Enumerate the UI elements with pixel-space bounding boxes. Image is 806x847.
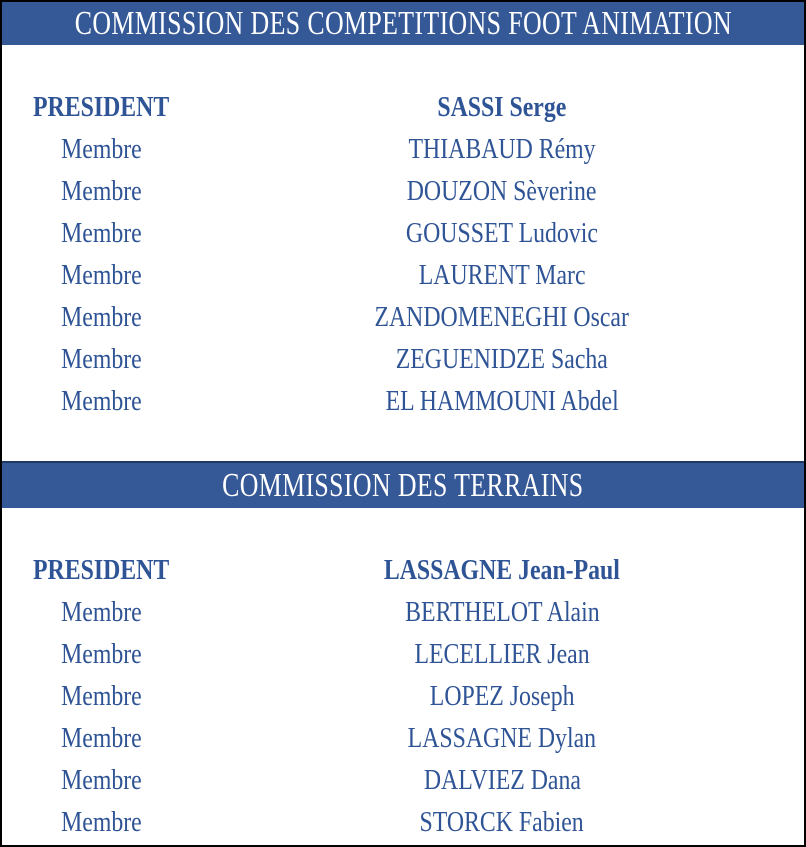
- member-row: Membre THIABAUD Rémy: [2, 129, 804, 171]
- spacer: [2, 45, 804, 87]
- member-name: LASSAGNE Dylan: [407, 723, 597, 754]
- member-name: BERTHELOT Alain: [404, 597, 600, 628]
- role-cell: Membre: [2, 176, 200, 208]
- commission-terrains-member-list: PRESIDENT LASSAGNE Jean-Paul Membre BERT…: [2, 550, 804, 844]
- role-label: Membre: [60, 765, 142, 796]
- role-label: Membre: [60, 807, 142, 838]
- role-label: Membre: [60, 681, 142, 712]
- name-cell: LAURENT Marc: [200, 260, 804, 292]
- member-row: Membre GOUSSET Ludovic: [2, 213, 804, 255]
- member-name: LECELLIER Jean: [414, 639, 590, 670]
- role-cell: Membre: [2, 765, 200, 797]
- name-cell: EL HAMMOUNI Abdel: [200, 386, 804, 418]
- role-cell: Membre: [2, 344, 200, 376]
- name-cell: LOPEZ Joseph: [200, 681, 804, 713]
- name-cell: BERTHELOT Alain: [200, 597, 804, 629]
- member-name: LASSAGNE Jean-Paul: [383, 555, 621, 586]
- name-cell: LASSAGNE Jean-Paul: [200, 555, 804, 587]
- role-cell: Membre: [2, 260, 200, 292]
- name-cell: LECELLIER Jean: [200, 639, 804, 671]
- member-row: Membre BERTHELOT Alain: [2, 592, 804, 634]
- role-label: Membre: [60, 176, 142, 207]
- member-row: Membre DALVIEZ Dana: [2, 760, 804, 802]
- role-cell: Membre: [2, 639, 200, 671]
- member-row: Membre ZANDOMENEGHI Oscar: [2, 297, 804, 339]
- role-cell: Membre: [2, 302, 200, 334]
- section-title-competitions: COMMISSION DES COMPETITIONS FOOT ANIMATI…: [74, 4, 732, 42]
- role-label: Membre: [60, 386, 142, 417]
- member-row: Membre LAURENT Marc: [2, 255, 804, 297]
- role-label: Membre: [60, 260, 142, 291]
- name-cell: SASSI Serge: [200, 92, 804, 124]
- role-label: Membre: [60, 597, 142, 628]
- name-cell: DALVIEZ Dana: [200, 765, 804, 797]
- member-name: ZANDOMENEGHI Oscar: [374, 302, 630, 333]
- role-cell: PRESIDENT: [2, 92, 200, 124]
- role-cell: Membre: [2, 386, 200, 418]
- member-name: LOPEZ Joseph: [429, 681, 575, 712]
- section-banner-terrains: COMMISSION DES TERRAINS: [2, 461, 804, 508]
- president-row: PRESIDENT LASSAGNE Jean-Paul: [2, 550, 804, 592]
- member-name: THIABAUD Rémy: [408, 134, 596, 165]
- role-label: Membre: [60, 723, 142, 754]
- member-row: Membre STORCK Fabien: [2, 802, 804, 844]
- name-cell: ZANDOMENEGHI Oscar: [200, 302, 804, 334]
- member-row: Membre LASSAGNE Dylan: [2, 718, 804, 760]
- spacer: [2, 423, 804, 461]
- role-cell: Membre: [2, 681, 200, 713]
- member-row: Membre LOPEZ Joseph: [2, 676, 804, 718]
- name-cell: THIABAUD Rémy: [200, 134, 804, 166]
- name-cell: LASSAGNE Dylan: [200, 723, 804, 755]
- role-cell: Membre: [2, 218, 200, 250]
- name-cell: DOUZON Sèverine: [200, 176, 804, 208]
- role-cell: Membre: [2, 134, 200, 166]
- role-label: Membre: [60, 218, 142, 249]
- member-name: DALVIEZ Dana: [423, 765, 581, 796]
- member-name: LAURENT Marc: [418, 260, 586, 291]
- role-label: Membre: [60, 134, 142, 165]
- role-label: Membre: [60, 344, 142, 375]
- name-cell: GOUSSET Ludovic: [200, 218, 804, 250]
- member-name: STORCK Fabien: [419, 807, 585, 838]
- role-cell: Membre: [2, 807, 200, 839]
- role-cell: PRESIDENT: [2, 555, 200, 587]
- member-row: Membre ZEGUENIDZE Sacha: [2, 339, 804, 381]
- role-cell: Membre: [2, 723, 200, 755]
- member-row: Membre EL HAMMOUNI Abdel: [2, 381, 804, 423]
- role-label: PRESIDENT: [32, 92, 170, 123]
- member-row: Membre DOUZON Sèverine: [2, 171, 804, 213]
- member-name: DOUZON Sèverine: [407, 176, 597, 207]
- section-title-terrains: COMMISSION DES TERRAINS: [222, 466, 584, 504]
- member-row: Membre LECELLIER Jean: [2, 634, 804, 676]
- member-name: EL HAMMOUNI Abdel: [385, 386, 619, 417]
- role-label: Membre: [60, 302, 142, 333]
- commission-competitions-member-list: PRESIDENT SASSI Serge Membre THIABAUD Ré…: [2, 87, 804, 423]
- name-cell: ZEGUENIDZE Sacha: [200, 344, 804, 376]
- section-banner-competitions: COMMISSION DES COMPETITIONS FOOT ANIMATI…: [2, 2, 804, 45]
- name-cell: STORCK Fabien: [200, 807, 804, 839]
- member-name: ZEGUENIDZE Sacha: [395, 344, 609, 375]
- role-label: PRESIDENT: [32, 555, 170, 586]
- role-cell: Membre: [2, 597, 200, 629]
- member-name: GOUSSET Ludovic: [406, 218, 598, 249]
- role-label: Membre: [60, 639, 142, 670]
- member-name: SASSI Serge: [437, 92, 567, 123]
- spacer: [2, 508, 804, 550]
- president-row: PRESIDENT SASSI Serge: [2, 87, 804, 129]
